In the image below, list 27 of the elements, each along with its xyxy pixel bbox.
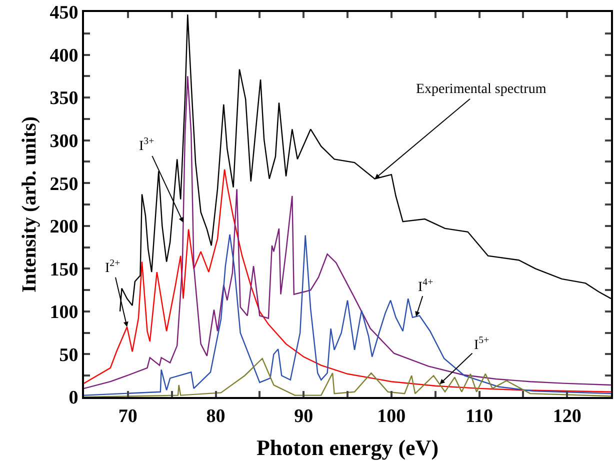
y-tick-label: 300 bbox=[50, 130, 78, 152]
annotation: Experimental spectrum bbox=[416, 82, 546, 97]
x-tick-label: 90 bbox=[294, 406, 314, 427]
y-tick-label: 250 bbox=[50, 174, 78, 195]
line-series bbox=[84, 358, 611, 397]
x-tick-label: 110 bbox=[466, 406, 493, 427]
y-tick-label: 450 bbox=[50, 2, 78, 24]
y-tick-label: 400 bbox=[50, 45, 78, 66]
y-tick-label: 150 bbox=[50, 259, 78, 280]
line-series bbox=[84, 168, 611, 392]
x-axis-title: Photon energy (eV) bbox=[256, 435, 439, 460]
annotation: I$^{2+}$ bbox=[105, 258, 121, 276]
line-series bbox=[84, 234, 611, 396]
y-tick-label: 50 bbox=[59, 344, 78, 366]
y-tick-label: 100 bbox=[50, 302, 78, 324]
x-tick-label: 70 bbox=[118, 406, 138, 427]
x-tick-label: 100 bbox=[377, 406, 406, 427]
annotation: I$^{4+}$ bbox=[418, 277, 434, 295]
y-tick-label: 200 bbox=[50, 216, 78, 238]
y-tick-label: 350 bbox=[50, 88, 78, 110]
x-tick-label: 80 bbox=[206, 406, 226, 427]
y-axis-title: Intensity (arb. units) bbox=[18, 116, 41, 293]
y-tick-label: 0 bbox=[68, 388, 78, 409]
line-series bbox=[84, 76, 611, 390]
annotation: I$^{3+}$ bbox=[139, 136, 155, 154]
x-tick-label: 120 bbox=[552, 406, 582, 427]
annotation: I$^{5+}$ bbox=[474, 335, 490, 353]
